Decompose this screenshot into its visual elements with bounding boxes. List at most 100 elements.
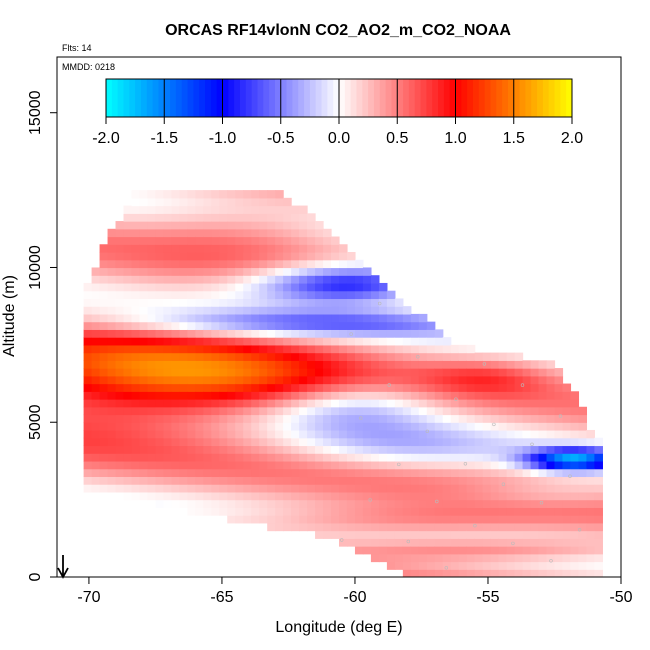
heatmap-cell — [450, 375, 460, 385]
heatmap-cell — [163, 391, 172, 400]
heatmap-cell — [267, 313, 276, 323]
heatmap-cell — [107, 437, 117, 447]
heatmap-cell — [466, 561, 476, 570]
heatmap-cell — [259, 337, 268, 346]
heatmap-cell — [227, 399, 236, 408]
heatmap-cell — [179, 368, 188, 377]
heatmap-cell — [195, 414, 204, 423]
heatmap-cell — [570, 561, 580, 570]
heatmap-cell — [203, 236, 212, 245]
north-arrow-icon — [57, 555, 69, 579]
heatmap-cell — [506, 453, 516, 462]
heatmap-cell — [498, 476, 508, 485]
heatmap-cell — [251, 429, 260, 439]
heatmap-cell — [386, 344, 396, 354]
heatmap-cell — [163, 313, 172, 323]
heatmap-cell — [107, 399, 117, 408]
heatmap-cell — [179, 344, 188, 354]
heatmap-cell — [442, 522, 452, 532]
heatmap-cell — [394, 422, 404, 431]
heatmap-cell — [163, 429, 172, 439]
heatmap-cell — [227, 453, 236, 462]
heatmap-cell — [370, 476, 380, 485]
heatmap-cell — [490, 383, 500, 392]
heatmap-cell — [163, 321, 172, 330]
heatmap-cell — [179, 190, 188, 199]
heatmap-cell — [434, 422, 444, 431]
heatmap-cell — [562, 546, 572, 555]
heatmap-cell — [394, 553, 404, 563]
heatmap-cell — [291, 445, 300, 454]
heatmap-cell — [394, 375, 404, 385]
heatmap-cell — [211, 368, 220, 377]
heatmap-cell — [251, 360, 260, 369]
heatmap-cell — [227, 190, 236, 199]
heatmap-cell — [490, 453, 500, 462]
heatmap-cell — [362, 321, 372, 330]
heatmap-cell — [251, 383, 260, 392]
heatmap-cell — [203, 460, 212, 470]
heatmap-cell — [307, 252, 316, 261]
heatmap-cell — [91, 383, 101, 392]
heatmap-cell — [187, 360, 196, 369]
heatmap-cell — [514, 546, 524, 555]
heatmap-cell — [466, 530, 476, 539]
heatmap-cell — [418, 460, 428, 470]
heatmap-cell — [331, 491, 340, 501]
heatmap-cell — [227, 414, 236, 423]
heatmap-cell — [139, 337, 149, 346]
heatmap-cell — [227, 236, 236, 245]
x-tick-label: -50 — [609, 589, 632, 606]
heatmap-cell — [131, 453, 141, 462]
heatmap-cell — [227, 290, 236, 300]
heatmap-cell — [514, 414, 524, 423]
heatmap-cell — [187, 329, 196, 338]
heatmap-cell — [315, 437, 324, 447]
heatmap-cell — [530, 515, 540, 524]
heatmap-cell — [458, 538, 468, 547]
x-axis: -70 -65 -60 -55 -50 — [77, 577, 633, 606]
heatmap-cell — [450, 352, 460, 361]
heatmap-cell — [291, 360, 300, 369]
heatmap-cell — [434, 546, 444, 555]
heatmap-cell — [123, 460, 133, 470]
heatmap-cell — [402, 546, 412, 555]
heatmap-cell — [562, 491, 572, 501]
heatmap-cell — [426, 499, 436, 508]
heatmap-cell — [243, 429, 252, 439]
heatmap-cell — [91, 352, 101, 361]
heatmap-cell — [219, 468, 228, 478]
heatmap-cell — [107, 476, 117, 485]
heatmap-cell — [155, 275, 165, 284]
heatmap-cell — [147, 368, 157, 377]
heatmap-cell — [402, 507, 412, 516]
heatmap-cell — [370, 530, 380, 539]
observation-point — [425, 429, 429, 433]
heatmap-cell — [211, 453, 220, 462]
heatmap-cell — [259, 406, 268, 416]
heatmap-cell — [546, 360, 556, 369]
heatmap-cell — [219, 375, 228, 385]
heatmap-cell — [235, 228, 244, 238]
heatmap-cell — [227, 244, 236, 253]
heatmap-cell — [315, 406, 324, 416]
heatmap-cell — [570, 553, 580, 563]
heatmap-cell — [594, 522, 603, 532]
heatmap-cell — [410, 313, 420, 323]
heatmap-cell — [546, 569, 556, 577]
heatmap-cell — [370, 313, 380, 323]
heatmap-cell — [442, 344, 452, 354]
heatmap-cell — [195, 484, 204, 493]
heatmap-cell — [171, 422, 180, 431]
heatmap-cell — [235, 453, 244, 462]
heatmap-cell — [243, 383, 252, 392]
y-tick-label: 15000 — [27, 90, 44, 135]
heatmap-cell — [219, 244, 228, 253]
heatmap-cell — [267, 445, 276, 454]
heatmap-cell — [594, 491, 603, 501]
heatmap-cell — [562, 522, 572, 532]
heatmap-cell — [275, 491, 284, 501]
heatmap-cell — [410, 437, 420, 447]
heatmap-cell — [490, 445, 500, 454]
colorbar-swatch — [199, 79, 206, 117]
